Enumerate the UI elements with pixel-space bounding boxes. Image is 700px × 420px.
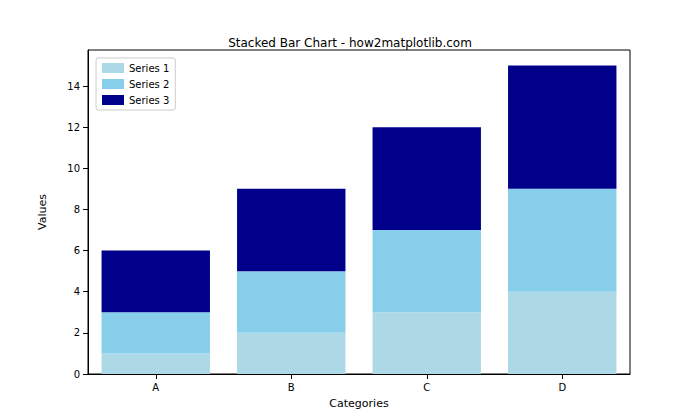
- svg-text:0: 0: [74, 369, 80, 380]
- svg-text:C: C: [423, 382, 430, 393]
- svg-text:Stacked Bar Chart - how2matplo: Stacked Bar Chart - how2matplotlib.com: [228, 36, 472, 50]
- svg-text:Series 1: Series 1: [129, 63, 169, 74]
- svg-text:14: 14: [67, 81, 80, 92]
- svg-text:D: D: [558, 382, 566, 393]
- svg-text:10: 10: [67, 163, 80, 174]
- svg-text:Categories: Categories: [329, 397, 389, 410]
- svg-text:12: 12: [67, 122, 80, 133]
- svg-text:4: 4: [74, 286, 80, 297]
- svg-text:6: 6: [74, 245, 80, 256]
- svg-text:A: A: [152, 382, 159, 393]
- svg-text:Series 3: Series 3: [129, 95, 169, 106]
- svg-text:Series 2: Series 2: [129, 79, 169, 90]
- svg-text:Values: Values: [36, 194, 49, 230]
- svg-text:8: 8: [74, 204, 80, 215]
- svg-text:B: B: [288, 382, 295, 393]
- svg-text:2: 2: [74, 327, 80, 338]
